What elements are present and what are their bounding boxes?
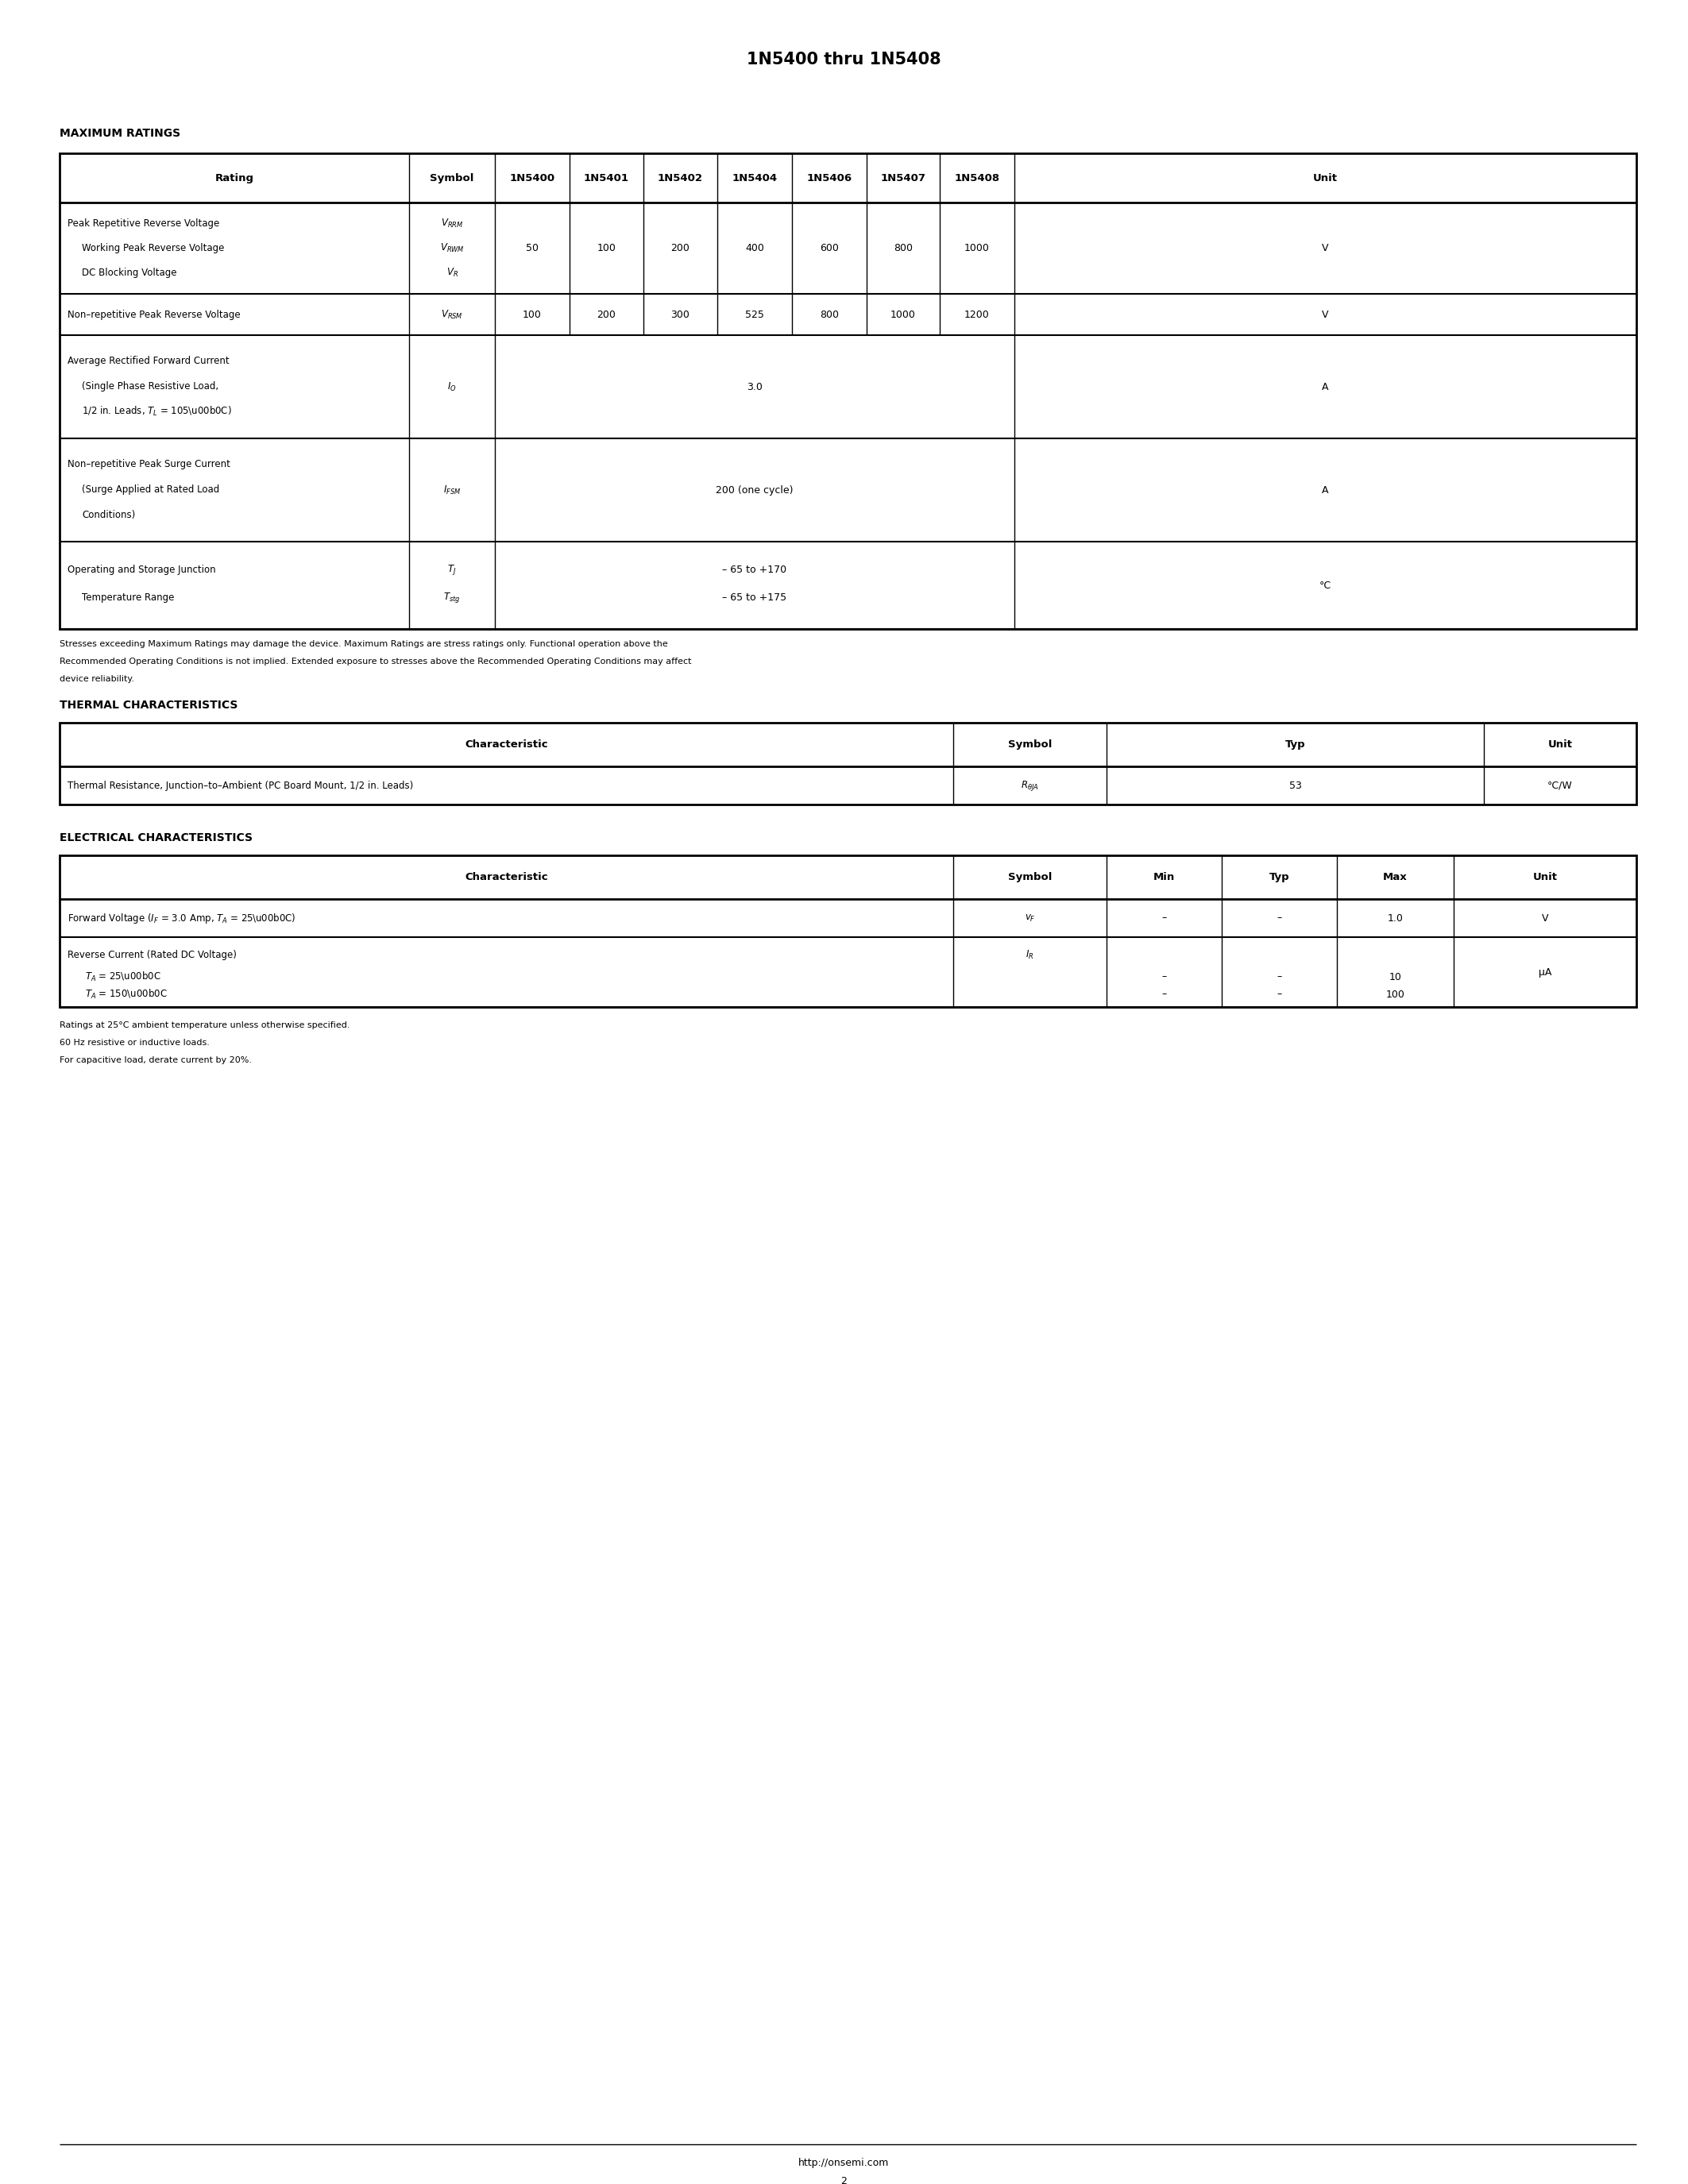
Text: Conditions): Conditions) [81,509,135,520]
Text: –: – [1161,989,1166,1000]
Text: °C/W: °C/W [1548,780,1573,791]
Text: 1000: 1000 [891,310,917,319]
Text: –: – [1161,913,1166,924]
Text: $V_{RWM}$: $V_{RWM}$ [441,242,464,253]
Text: 10: 10 [1389,972,1401,983]
Text: $T_{A}$ = 25\u00b0C: $T_{A}$ = 25\u00b0C [84,970,160,983]
Text: Min: Min [1153,871,1175,882]
Text: 1000: 1000 [964,242,989,253]
Text: ELECTRICAL CHARACTERISTICS: ELECTRICAL CHARACTERISTICS [59,832,253,843]
Text: 800: 800 [893,242,913,253]
Text: 1N5404: 1N5404 [733,173,776,183]
Text: http://onsemi.com: http://onsemi.com [798,2158,890,2169]
Text: $T_{A}$ = 150\u00b0C: $T_{A}$ = 150\u00b0C [84,987,167,1000]
Text: A: A [1322,382,1328,391]
Text: 1.0: 1.0 [1388,913,1403,924]
Text: –: – [1276,989,1281,1000]
Text: Unit: Unit [1533,871,1558,882]
Text: Unit: Unit [1313,173,1337,183]
Text: –: – [1161,972,1166,983]
Text: 1N5402: 1N5402 [658,173,702,183]
Text: –: – [1276,913,1281,924]
Text: – 65 to +170: – 65 to +170 [722,563,787,574]
Text: Symbol: Symbol [430,173,474,183]
Text: Typ: Typ [1285,740,1305,749]
Text: $R_{\theta JA}$: $R_{\theta JA}$ [1021,780,1038,793]
Text: Operating and Storage Junction: Operating and Storage Junction [68,563,216,574]
Text: For capacitive load, derate current by 20%.: For capacitive load, derate current by 2… [59,1057,252,1064]
Text: $V_{R}$: $V_{R}$ [446,266,457,277]
Text: 1N5406: 1N5406 [807,173,852,183]
Text: MAXIMUM RATINGS: MAXIMUM RATINGS [59,129,181,140]
Text: $I_{O}$: $I_{O}$ [447,380,457,393]
Text: Non–repetitive Peak Reverse Voltage: Non–repetitive Peak Reverse Voltage [68,310,240,319]
Text: Peak Repetitive Reverse Voltage: Peak Repetitive Reverse Voltage [68,218,219,229]
Text: Forward Voltage ($I_{F}$ = 3.0 Amp, $T_{A}$ = 25\u00b0C): Forward Voltage ($I_{F}$ = 3.0 Amp, $T_{… [68,911,295,924]
Bar [59,153,1636,629]
Text: V: V [1322,310,1328,319]
Text: $T_{J}$: $T_{J}$ [447,563,456,577]
Text: (Single Phase Resistive Load,: (Single Phase Resistive Load, [81,380,218,391]
Text: 1200: 1200 [964,310,989,319]
Text: $T_{stg}$: $T_{stg}$ [444,590,461,605]
Text: 60 Hz resistive or inductive loads.: 60 Hz resistive or inductive loads. [59,1040,209,1046]
Text: 1N5401: 1N5401 [584,173,630,183]
Text: Max: Max [1382,871,1408,882]
Text: Thermal Resistance, Junction–to–Ambient (PC Board Mount, 1/2 in. Leads): Thermal Resistance, Junction–to–Ambient … [68,780,414,791]
Text: μA: μA [1538,968,1551,976]
Bar [59,723,1636,804]
Text: 1N5408: 1N5408 [954,173,999,183]
Text: 53: 53 [1290,780,1301,791]
Text: V: V [1322,242,1328,253]
Text: 1N5400 thru 1N5408: 1N5400 thru 1N5408 [746,52,942,68]
Text: 200: 200 [598,310,616,319]
Text: 50: 50 [527,242,538,253]
Text: Typ: Typ [1269,871,1290,882]
Text: °C: °C [1320,581,1332,590]
Text: Recommended Operating Conditions is not implied. Extended exposure to stresses a: Recommended Operating Conditions is not … [59,657,692,666]
Text: Stresses exceeding Maximum Ratings may damage the device. Maximum Ratings are st: Stresses exceeding Maximum Ratings may d… [59,640,668,649]
Text: 1N5400: 1N5400 [510,173,555,183]
Text: DC Blocking Voltage: DC Blocking Voltage [81,266,177,277]
Text: V: V [1541,913,1548,924]
Text: 1N5407: 1N5407 [881,173,925,183]
Text: 800: 800 [820,310,839,319]
Text: 2: 2 [841,2175,847,2184]
Text: 100: 100 [1386,989,1404,1000]
Text: 200: 200 [670,242,690,253]
Text: $V_{RSM}$: $V_{RSM}$ [441,308,463,321]
Text: Symbol: Symbol [1008,740,1052,749]
Text: $I_{FSM}$: $I_{FSM}$ [444,485,461,496]
Text: Symbol: Symbol [1008,871,1052,882]
Text: Temperature Range: Temperature Range [81,592,174,603]
Text: Unit: Unit [1548,740,1573,749]
Text: THERMAL CHARACTERISTICS: THERMAL CHARACTERISTICS [59,699,238,710]
Bar [59,856,1636,1007]
Text: 1/2 in. Leads, $T_{L}$ = 105\u00b0C): 1/2 in. Leads, $T_{L}$ = 105\u00b0C) [81,404,231,417]
Text: Non–repetitive Peak Surge Current: Non–repetitive Peak Surge Current [68,459,230,470]
Text: device reliability.: device reliability. [59,675,135,684]
Text: A: A [1322,485,1328,496]
Text: 3.0: 3.0 [746,382,763,391]
Text: Characteristic: Characteristic [464,871,549,882]
Text: 100: 100 [598,242,616,253]
Text: Working Peak Reverse Voltage: Working Peak Reverse Voltage [81,242,225,253]
Text: $v_{F}$: $v_{F}$ [1025,913,1035,924]
Text: 400: 400 [744,242,765,253]
Text: Average Rectified Forward Current: Average Rectified Forward Current [68,356,230,365]
Text: 600: 600 [820,242,839,253]
Text: (Surge Applied at Rated Load: (Surge Applied at Rated Load [81,485,219,494]
Text: $V_{RRM}$: $V_{RRM}$ [441,216,463,229]
Text: 300: 300 [670,310,690,319]
Text: 525: 525 [744,310,765,319]
Text: Rating: Rating [214,173,253,183]
Text: –: – [1276,972,1281,983]
Text: Characteristic: Characteristic [464,740,549,749]
Text: Reverse Current (Rated DC Voltage): Reverse Current (Rated DC Voltage) [68,950,236,959]
Text: 200 (one cycle): 200 (one cycle) [716,485,793,496]
Text: Ratings at 25°C ambient temperature unless otherwise specified.: Ratings at 25°C ambient temperature unle… [59,1022,349,1029]
Text: – 65 to +175: – 65 to +175 [722,592,787,603]
Text: 100: 100 [523,310,542,319]
Text: $I_{R}$: $I_{R}$ [1026,948,1035,961]
